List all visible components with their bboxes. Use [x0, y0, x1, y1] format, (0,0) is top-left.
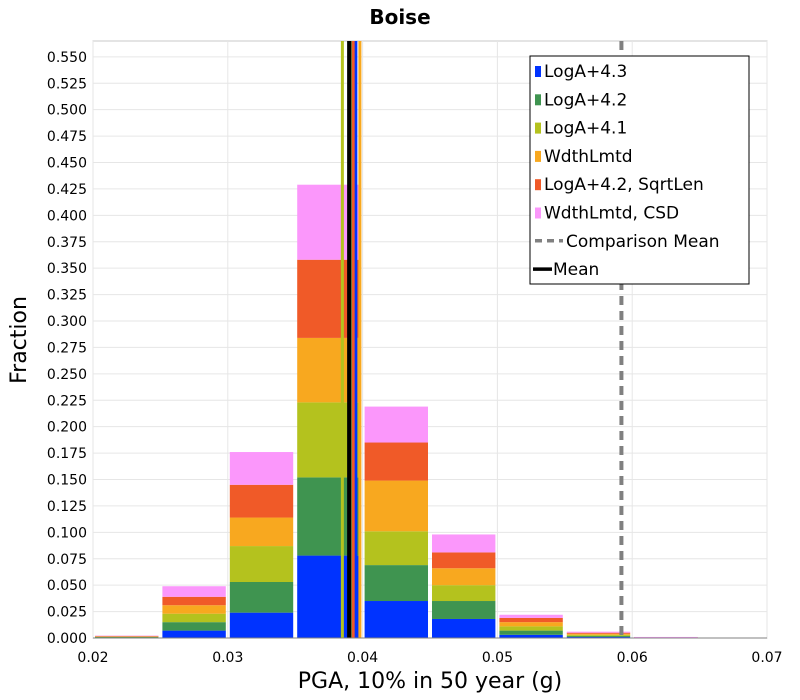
legend-label: WdthLmtd [544, 147, 633, 167]
bar-segment [499, 630, 563, 635]
bar-segment [566, 634, 631, 636]
bar-segment [566, 632, 631, 634]
bar-segment [229, 581, 294, 613]
bar-segment [364, 406, 428, 443]
bar-segment [95, 636, 159, 638]
x-tick-label: 0.03 [212, 650, 243, 666]
bar-segment [364, 531, 428, 566]
legend-label: LogA+4.2 [544, 90, 627, 110]
legend-swatch [535, 207, 541, 219]
bar-segment [95, 636, 159, 638]
bar-segment [432, 568, 496, 586]
bar-segment [364, 442, 428, 481]
bar-segment [499, 626, 563, 631]
y-tick-label: 0.000 [47, 631, 87, 647]
y-tick-label: 0.525 [47, 76, 87, 92]
y-tick-label: 0.475 [47, 129, 87, 145]
x-tick-label: 0.04 [347, 650, 378, 666]
bar-segment [162, 605, 226, 614]
bar-segment [229, 517, 294, 547]
legend-label: Comparison Mean [566, 232, 720, 252]
bar-segment [566, 633, 631, 635]
y-tick-label: 0.550 [47, 50, 87, 66]
y-tick-label: 0.250 [47, 367, 87, 383]
bar-segment [432, 552, 496, 569]
y-tick-label: 0.075 [47, 552, 87, 568]
bar-segment [162, 586, 226, 597]
legend-swatch [535, 179, 541, 191]
y-tick-label: 0.450 [47, 156, 87, 172]
bar-segment [364, 480, 428, 532]
y-tick-label: 0.425 [47, 182, 87, 198]
bar-segment [432, 618, 496, 638]
y-tick-label: 0.325 [47, 288, 87, 304]
chart-title: Boise [369, 5, 430, 29]
bar-segment [566, 636, 631, 638]
legend-swatch [535, 122, 541, 134]
legend-label: LogA+4.2, SqrtLen [544, 175, 704, 195]
bar-segment [162, 613, 226, 623]
legend-label: Mean [553, 260, 599, 280]
bar-segment [566, 631, 631, 633]
bar-segment [634, 636, 698, 638]
y-tick-label: 0.375 [47, 235, 87, 251]
bar-segment [364, 601, 428, 638]
y-tick-label: 0.350 [47, 261, 87, 277]
legend-label: LogA+4.1 [544, 119, 627, 139]
y-tick-label: 0.175 [47, 446, 87, 462]
bar-segment [432, 585, 496, 602]
y-axis: 0.000 0.025 0.050 0.075 0.100 0.125 0.150 0.175… [47, 50, 87, 647]
legend-label: WdthLmtd, CSD [544, 204, 679, 224]
x-tick-label: 0.06 [617, 650, 648, 666]
y-tick-label: 0.400 [47, 208, 87, 224]
y-tick-label: 0.150 [47, 473, 87, 489]
y-tick-label: 0.125 [47, 499, 87, 515]
legend: LogA+4.3 LogA+4.2 LogA+4.1 WdthLmtd LogA+4.2… [529, 55, 750, 285]
y-tick-label: 0.300 [47, 314, 87, 330]
legend-swatch [535, 150, 541, 162]
x-tick-label: 0.07 [751, 650, 782, 666]
y-axis-label: Fraction [7, 296, 32, 384]
bar-segment [95, 635, 159, 637]
bar-segment [566, 635, 631, 637]
y-tick-label: 0.050 [47, 578, 87, 594]
bar-segment [499, 622, 563, 627]
bar-segment [95, 636, 159, 637]
x-tick-label: 0.05 [482, 650, 513, 666]
x-tick-label: 0.02 [77, 650, 108, 666]
legend-swatch [535, 66, 541, 77]
y-tick-label: 0.225 [47, 393, 87, 409]
x-axis: 0.02 0.03 0.04 0.05 0.06 0.07 [77, 650, 782, 666]
bar-segment [229, 546, 294, 582]
legend-label: LogA+4.3 [544, 62, 627, 82]
bar-segment [229, 484, 294, 518]
bar-segment [499, 617, 563, 623]
y-tick-label: 0.275 [47, 340, 87, 356]
bar-segment [229, 452, 294, 485]
bar-segment [229, 612, 294, 638]
y-tick-label: 0.025 [47, 605, 87, 621]
y-tick-label: 0.100 [47, 525, 87, 541]
mean-lines [340, 41, 624, 638]
bar-segment [162, 630, 226, 638]
bar-segment [499, 614, 563, 618]
bar-segment [162, 622, 226, 631]
line-group [340, 41, 624, 638]
x-axis-label: PGA, 10% in 50 year (g) [298, 669, 562, 694]
y-tick-label: 0.500 [47, 103, 87, 119]
bar-segment [432, 534, 496, 553]
bar-segment [162, 596, 226, 606]
legend-swatch [535, 94, 541, 106]
bar-segment [364, 565, 428, 602]
legend-box [529, 55, 750, 285]
bar-segment [432, 601, 496, 619]
y-tick-label: 0.200 [47, 420, 87, 436]
bar-segment [499, 634, 563, 638]
